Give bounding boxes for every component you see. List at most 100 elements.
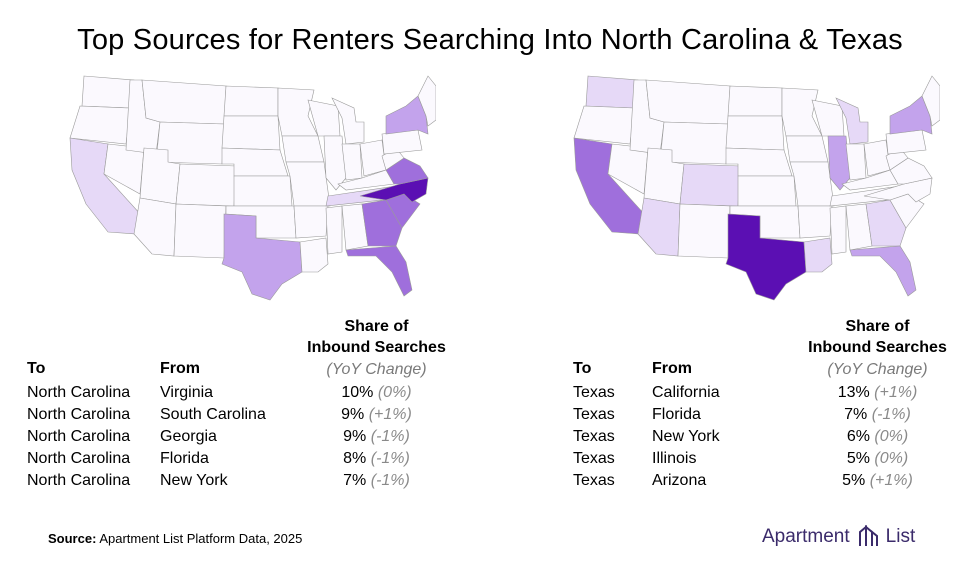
- state-new-mexico: [677, 203, 731, 259]
- cell-from: Florida: [160, 450, 209, 467]
- state-oregon: [69, 105, 131, 145]
- source-text: Apartment List Platform Data, 2025: [99, 531, 303, 546]
- cell-to: Texas: [573, 450, 615, 467]
- share-value: 13%: [837, 384, 875, 401]
- state-washington: [585, 75, 639, 109]
- chart-title: Top Sources for Renters Searching Into N…: [77, 24, 903, 56]
- us-map-tx: [573, 75, 941, 301]
- table-row: North Carolina Georgia 9% (-1%): [27, 428, 467, 450]
- state-arkansas: [797, 205, 833, 239]
- header-to: To: [573, 360, 592, 377]
- cell-share: 5% (0%): [805, 450, 950, 468]
- cell-to: North Carolina: [27, 384, 131, 401]
- header-to: To: [27, 360, 46, 377]
- yoy-change: (-1%): [370, 472, 410, 489]
- cell-from: South Carolina: [160, 406, 266, 423]
- cell-from: New York: [652, 428, 720, 445]
- cell-share: 9% (+1%): [304, 406, 449, 424]
- state-new-york: [385, 95, 429, 135]
- cell-to: Texas: [573, 406, 615, 423]
- table-row: North Carolina Virginia 10% (0%): [27, 384, 467, 406]
- cell-share: 5% (+1%): [805, 472, 950, 490]
- cell-from: Arizona: [652, 472, 707, 489]
- cell-to: Texas: [573, 384, 615, 401]
- state-texas: [221, 213, 303, 301]
- cell-to: North Carolina: [27, 406, 131, 423]
- state-michigan: [331, 97, 365, 145]
- yoy-change: (+1%): [368, 406, 412, 423]
- source-note: Source: Apartment List Platform Data, 20…: [48, 531, 302, 546]
- state-arkansas: [293, 205, 329, 239]
- table-row: Texas New York 6% (0%): [573, 428, 980, 450]
- header-share: Share of Inbound Searches: [805, 316, 950, 358]
- cell-share: 8% (-1%): [304, 450, 449, 468]
- state-oregon: [573, 105, 635, 145]
- source-label: Source:: [48, 531, 97, 546]
- header-yoy: (YoY Change): [827, 361, 928, 378]
- cell-from: Illinois: [652, 450, 697, 467]
- state-washington: [81, 75, 135, 109]
- state-arizona: [133, 197, 177, 257]
- cell-from: Virginia: [160, 384, 214, 401]
- header-share-line2: Inbound Searches: [307, 339, 446, 356]
- cell-share: 7% (-1%): [304, 472, 449, 490]
- share-value: 7%: [844, 406, 872, 423]
- state-south-dakota: [725, 115, 785, 151]
- state-florida: [345, 245, 413, 297]
- yoy-change: (+1%): [869, 472, 913, 489]
- state-colorado: [679, 163, 741, 207]
- state-kansas: [737, 175, 797, 207]
- cell-to: North Carolina: [27, 472, 131, 489]
- apartment-list-logo: Apartment List: [762, 522, 915, 552]
- header-from: From: [652, 360, 692, 377]
- cell-share: 7% (-1%): [805, 406, 950, 424]
- state-texas: [725, 213, 807, 301]
- cell-to: North Carolina: [27, 450, 131, 467]
- header-share-line2: Inbound Searches: [808, 339, 947, 356]
- cell-to: Texas: [573, 472, 615, 489]
- apartment-list-mark-icon: [858, 524, 878, 546]
- cell-share: 6% (0%): [805, 428, 950, 446]
- state-georgia: [361, 199, 403, 247]
- state-michigan: [835, 97, 869, 145]
- header-share-line1: Share of: [845, 318, 910, 335]
- state-missouri: [285, 161, 331, 207]
- state-mississippi: [829, 205, 847, 255]
- cell-share: 10% (0%): [304, 384, 449, 402]
- state-ohio: [863, 139, 891, 177]
- yoy-change: (-1%): [871, 406, 911, 423]
- table-row: North Carolina Florida 8% (-1%): [27, 450, 467, 472]
- cell-from: Florida: [652, 406, 701, 423]
- yoy-change: (-1%): [370, 450, 410, 467]
- state-iowa: [281, 135, 325, 163]
- state-colorado: [175, 163, 237, 207]
- state-south-dakota: [221, 115, 281, 151]
- us-map-nc: [69, 75, 437, 301]
- state-louisiana: [299, 237, 329, 273]
- yoy-change: (0%): [874, 450, 909, 467]
- cell-share: 9% (-1%): [304, 428, 449, 446]
- table-row: Texas California 13% (+1%): [573, 384, 980, 406]
- share-value: 5%: [846, 450, 875, 467]
- logo-word-right: List: [885, 526, 916, 547]
- cell-to: Texas: [573, 428, 615, 445]
- table-row: North Carolina New York 7% (-1%): [27, 472, 467, 494]
- state-arizona: [637, 197, 681, 257]
- state-mississippi: [325, 205, 343, 255]
- state-new-mexico: [173, 203, 227, 259]
- share-value: 7%: [343, 472, 371, 489]
- state-iowa: [785, 135, 829, 163]
- header-from: From: [160, 360, 200, 377]
- state-florida: [849, 245, 917, 297]
- share-value: 5%: [842, 472, 870, 489]
- map-north-carolina: [56, 66, 437, 301]
- cell-from: Georgia: [160, 428, 217, 445]
- table-row: Texas Florida 7% (-1%): [573, 406, 980, 428]
- share-value: 9%: [343, 428, 371, 445]
- state-montana: [645, 79, 731, 125]
- share-value: 9%: [341, 406, 369, 423]
- state-montana: [141, 79, 227, 125]
- state-kansas: [233, 175, 293, 207]
- state-new-york: [889, 95, 933, 135]
- map-texas: [560, 66, 941, 301]
